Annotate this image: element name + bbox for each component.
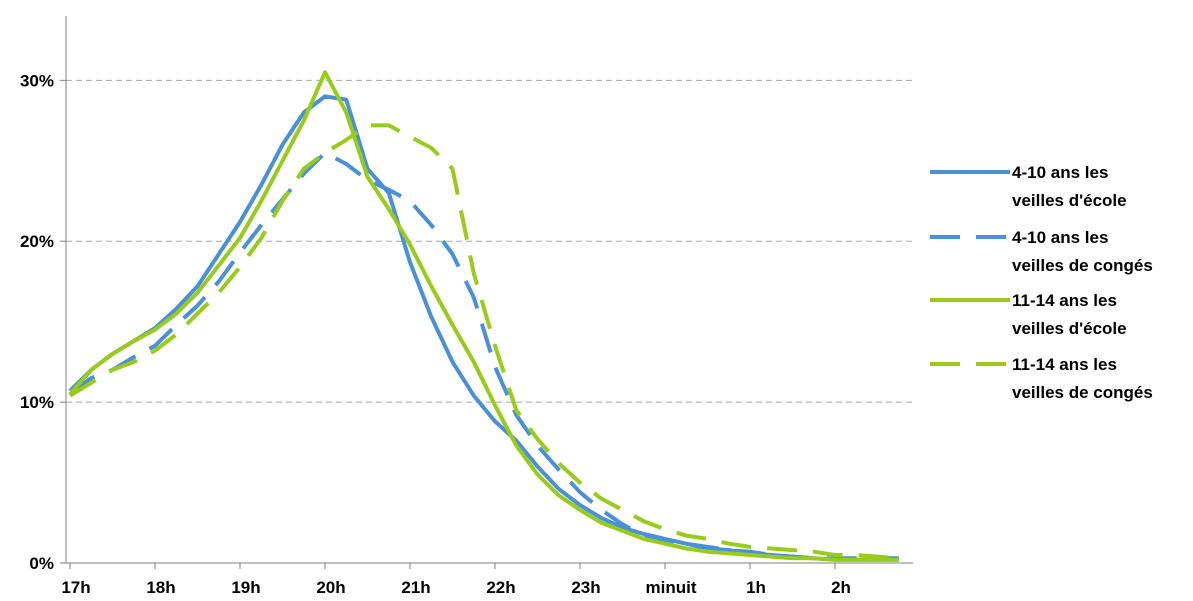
x-tick-label: 2h (831, 578, 851, 597)
x-tick-label: minuit (646, 578, 697, 597)
x-tick-label: 18h (146, 578, 175, 597)
legend: 4-10 ans les veilles d'école 4-10 ans les v… (930, 163, 1153, 402)
y-tick-label: 0% (29, 554, 54, 573)
x-axis-tick-labels: 17h 18h 19h 20h 21h 22h 23h minuit 1h 2h (61, 578, 851, 597)
x-tick-label: 23h (571, 578, 600, 597)
legend-label-3: 11-14 ans les (1012, 291, 1117, 310)
y-tick-label: 30% (20, 71, 54, 90)
legend-label-2: veilles de congés (1012, 256, 1153, 275)
y-tick-label: 20% (20, 232, 54, 251)
legend-label-2: 4-10 ans les (1012, 228, 1108, 247)
y-tick-label: 10% (20, 393, 54, 412)
y-axis-tick-labels: 0% 10% 20% 30% (20, 71, 54, 573)
series-line-2 (68, 150, 899, 561)
x-tick-label: 19h (231, 578, 260, 597)
x-tick-label: 21h (401, 578, 430, 597)
x-tick-label: 20h (316, 578, 345, 597)
legend-label-1: 4-10 ans les (1012, 163, 1108, 182)
x-tick-label: 1h (746, 578, 766, 597)
x-tick-label: 17h (61, 578, 90, 597)
legend-label-4: veilles de congés (1012, 383, 1153, 402)
gridlines (66, 79, 913, 403)
legend-label-3: veilles d'école (1012, 319, 1127, 338)
legend-label-4: 11-14 ans les (1012, 355, 1117, 374)
x-tick-label: 22h (486, 578, 515, 597)
series-lines (68, 70, 899, 562)
legend-label-1: veilles d'école (1012, 191, 1127, 210)
series-line-4 (68, 123, 899, 561)
series-line-3 (68, 70, 899, 562)
axes (60, 16, 913, 569)
